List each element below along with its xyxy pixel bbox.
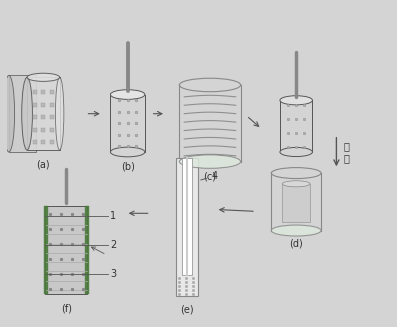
Text: (d): (d) <box>289 239 303 249</box>
Polygon shape <box>110 95 145 152</box>
Text: 1: 1 <box>110 211 116 221</box>
Ellipse shape <box>56 77 64 150</box>
Bar <box>182 158 193 275</box>
Text: (b): (b) <box>121 162 135 172</box>
Text: (c): (c) <box>204 171 216 181</box>
Polygon shape <box>280 100 312 152</box>
Text: 2: 2 <box>110 240 117 250</box>
Text: 压
入: 压 入 <box>343 141 349 163</box>
Ellipse shape <box>3 76 15 152</box>
Ellipse shape <box>110 147 145 157</box>
Bar <box>176 158 198 296</box>
Ellipse shape <box>22 77 33 150</box>
Ellipse shape <box>110 90 145 99</box>
Bar <box>44 206 48 294</box>
Text: (e): (e) <box>180 304 194 314</box>
Ellipse shape <box>280 147 312 157</box>
Text: (f): (f) <box>61 303 72 313</box>
Text: 3: 3 <box>110 269 116 279</box>
Ellipse shape <box>179 155 241 168</box>
Ellipse shape <box>282 181 310 187</box>
Polygon shape <box>9 76 36 152</box>
Text: 4: 4 <box>201 171 218 181</box>
Bar <box>282 184 310 222</box>
Bar <box>85 206 89 294</box>
Ellipse shape <box>27 73 60 81</box>
Ellipse shape <box>280 96 312 105</box>
Polygon shape <box>27 77 60 150</box>
Bar <box>45 206 87 294</box>
Text: (a): (a) <box>37 160 50 170</box>
Ellipse shape <box>271 225 321 236</box>
